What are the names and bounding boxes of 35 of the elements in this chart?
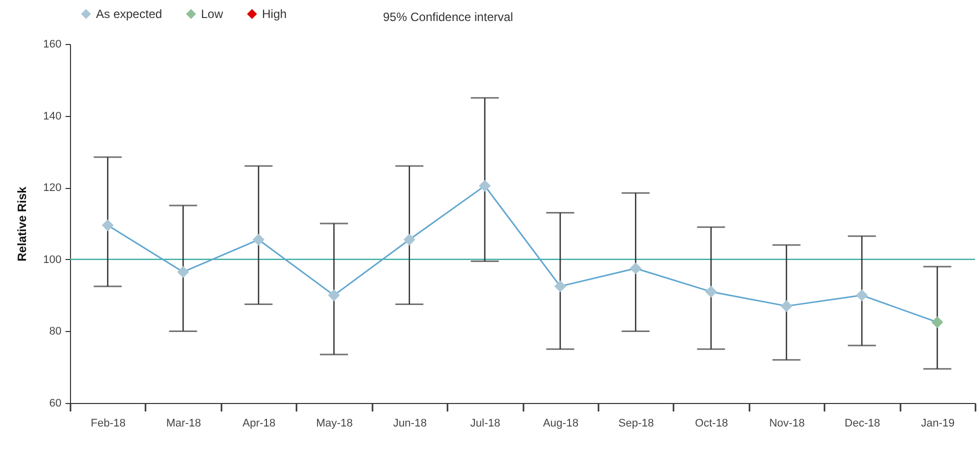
y-tick-label: 80 — [49, 326, 62, 338]
point — [478, 180, 491, 192]
x-tick-label: Jul-18 — [470, 418, 500, 430]
legend-label: Low — [201, 7, 224, 21]
x-tick-label: Nov-18 — [769, 418, 805, 430]
text: 95% Confidence interval — [383, 10, 514, 24]
x-tick-label: May-18 — [316, 418, 353, 430]
x-tick-label: Mar-18 — [166, 418, 202, 430]
x-tick-label: Jun-18 — [393, 418, 427, 430]
point — [705, 286, 717, 298]
y-tick-label: 120 — [43, 182, 62, 194]
x-tick-label: Apr-18 — [242, 418, 276, 430]
point — [403, 234, 416, 246]
y-tick-label: 160 — [43, 38, 62, 50]
x-tick-label: Oct-18 — [695, 418, 728, 430]
point — [252, 234, 264, 246]
point — [630, 262, 642, 274]
y-axis-title: Relative Risk — [15, 186, 30, 262]
point — [554, 280, 566, 292]
x-tick-label: Dec-18 — [844, 418, 880, 430]
legend-label: As expected — [96, 7, 162, 21]
y-tick-label: 100 — [43, 254, 62, 266]
point — [856, 289, 868, 302]
y-tick-label: 140 — [43, 110, 62, 122]
x-tick-label: Jan-19 — [920, 418, 955, 430]
x-tick-label: Aug-18 — [542, 418, 578, 430]
x-tick-label: Feb-18 — [90, 418, 126, 430]
point — [328, 289, 340, 302]
x-tick-label: Sep-18 — [618, 418, 654, 430]
point — [931, 316, 944, 328]
y-tick-label: 60 — [49, 398, 62, 410]
point — [177, 266, 190, 278]
point — [780, 300, 792, 312]
legend-label: High — [262, 7, 287, 21]
point — [102, 219, 114, 232]
